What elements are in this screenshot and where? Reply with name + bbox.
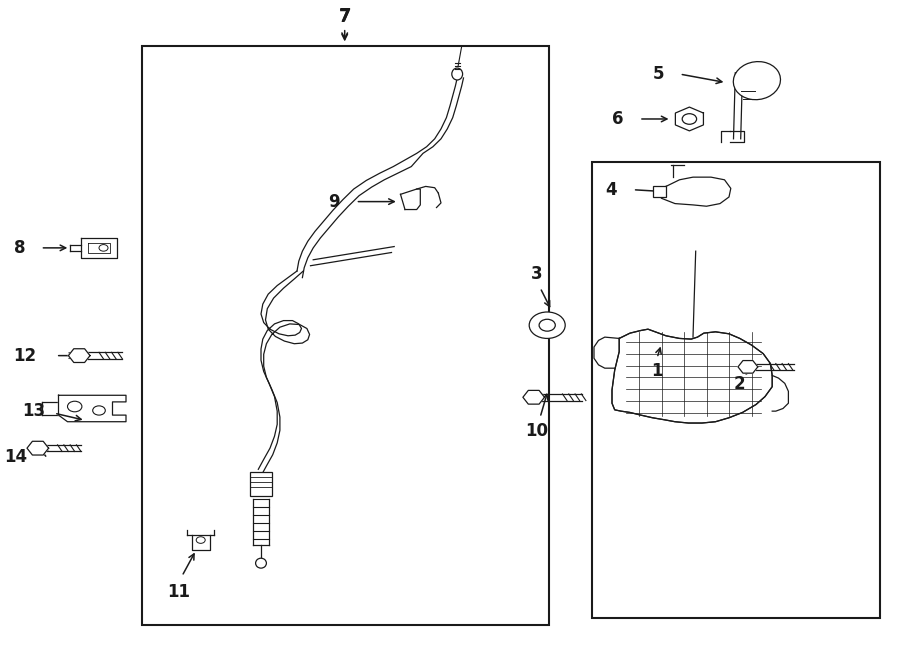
Ellipse shape	[256, 558, 266, 568]
Text: 12: 12	[13, 346, 36, 365]
Ellipse shape	[734, 61, 780, 100]
Text: 13: 13	[22, 402, 45, 420]
Text: 7: 7	[338, 7, 351, 25]
Circle shape	[539, 319, 555, 331]
Text: 7: 7	[339, 9, 350, 26]
Text: 6: 6	[612, 110, 624, 128]
Circle shape	[529, 312, 565, 338]
Polygon shape	[523, 391, 544, 404]
Circle shape	[68, 401, 82, 412]
Circle shape	[682, 114, 697, 124]
Bar	[142, 46, 549, 625]
Polygon shape	[68, 349, 90, 362]
Bar	[652, 186, 666, 197]
Text: 2: 2	[734, 375, 745, 393]
Text: 11: 11	[166, 583, 190, 601]
Polygon shape	[738, 360, 758, 373]
Ellipse shape	[452, 68, 463, 80]
Text: 10: 10	[525, 422, 548, 440]
Polygon shape	[58, 395, 126, 422]
Bar	[592, 162, 880, 618]
Circle shape	[196, 537, 205, 543]
Text: 4: 4	[605, 180, 617, 199]
Text: 14: 14	[4, 448, 27, 467]
Text: 3: 3	[531, 265, 542, 283]
Text: 1: 1	[652, 362, 662, 380]
Text: 8: 8	[14, 239, 25, 257]
Bar	[250, 472, 272, 496]
Text: 5: 5	[652, 65, 664, 83]
Circle shape	[99, 245, 108, 251]
Polygon shape	[27, 442, 49, 455]
Circle shape	[93, 406, 105, 415]
Polygon shape	[612, 329, 772, 423]
Polygon shape	[657, 177, 731, 206]
Text: 9: 9	[328, 192, 340, 211]
